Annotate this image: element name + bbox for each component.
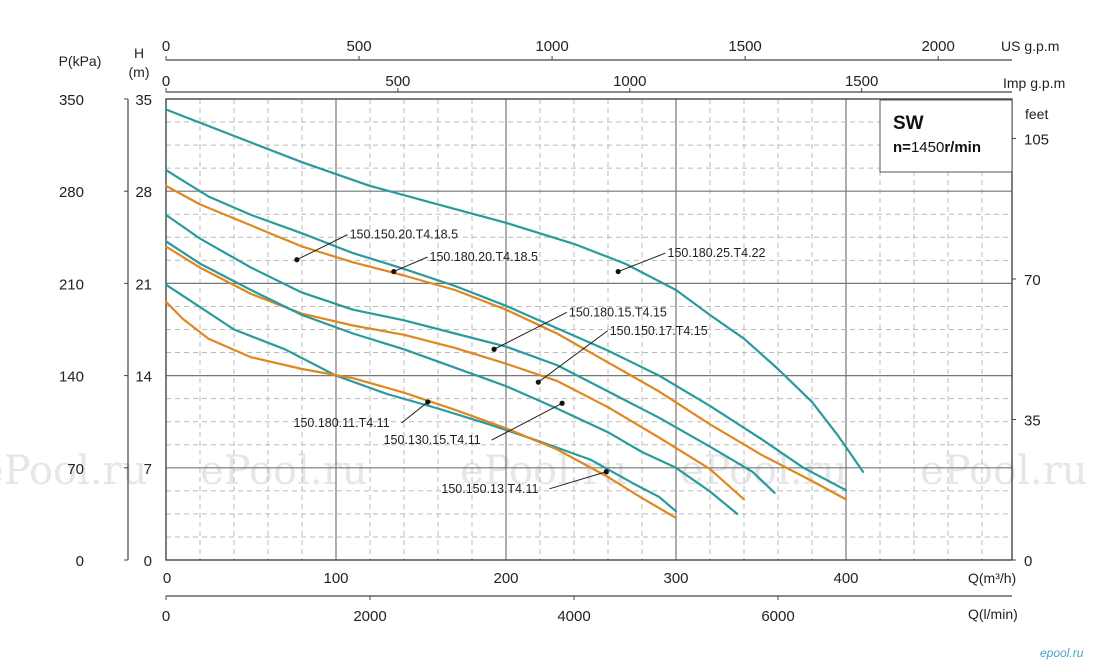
- label-dot: [391, 268, 397, 275]
- y-axis-unit: (m): [129, 64, 150, 80]
- lmin-tick-label: 0: [162, 608, 170, 625]
- y-tick-label: 35: [135, 92, 152, 109]
- usgpm-tick-label: 1000: [535, 38, 568, 55]
- axes: 0 100 200 300 400 Q(m³/h) 0 2000 4000 6000 Q(l/min…: [59, 38, 1066, 625]
- feet-tick-label: 35: [1024, 412, 1041, 429]
- kpa-tick-label: 70: [67, 461, 84, 478]
- label-leader: [296, 234, 348, 261]
- kpa-tick-label: 350: [59, 92, 84, 109]
- label-dot: [603, 469, 609, 475]
- watermark-small: epool.ru: [1040, 646, 1084, 660]
- usgpm-axis-label: US g.p.m: [1001, 38, 1059, 54]
- usgpm-tick-label: 0: [162, 38, 170, 55]
- y-tick-label: 7: [144, 461, 152, 478]
- y-tick-label: 21: [135, 276, 152, 293]
- watermarks: ePool.ru ePool.ru ePool.ru ePool.ru ePoo…: [0, 448, 1088, 660]
- curve-150.180.25.T4.22: [164, 108, 865, 473]
- label-leader: [401, 401, 429, 424]
- impgpm-tick-label: 500: [385, 73, 410, 90]
- feet-axis-label: feet: [1025, 106, 1048, 122]
- curve-150.150.13.T4.11: [164, 300, 678, 519]
- curve-150.180.15.T4.15: [164, 213, 776, 494]
- feet-tick-label: 0: [1024, 553, 1032, 570]
- watermark: ePool.ru: [0, 448, 148, 494]
- y-tick-label: 0: [144, 553, 152, 570]
- label-dot: [535, 379, 541, 385]
- label-leader: [493, 311, 568, 350]
- label-leader: [393, 256, 428, 273]
- impgpm-tick-label: 1500: [845, 73, 878, 90]
- kpa-tick-label: 210: [59, 276, 84, 293]
- lmin-tick-label: 2000: [353, 608, 386, 625]
- x-tick-label: 100: [323, 570, 348, 587]
- y-tick-label: 28: [135, 184, 152, 201]
- feet-tick-label: 70: [1024, 272, 1041, 289]
- kpa-tick-label: 280: [59, 184, 84, 201]
- x-tick-label: 300: [663, 570, 688, 587]
- label-dot: [559, 400, 565, 406]
- label-leader: [549, 471, 607, 490]
- watermark: ePool.ru: [920, 448, 1088, 494]
- curve-label: 150.180.25.T4.22: [668, 246, 766, 260]
- kpa-tick-label: 0: [76, 553, 84, 570]
- curve-150.130.15.T4.11: [164, 240, 739, 515]
- x-tick-label: 200: [493, 570, 518, 587]
- curve-label: 150.150.13.T4.11: [441, 482, 538, 496]
- plot-frame: [165, 98, 1013, 561]
- lmin-axis-label: Q(l/min): [968, 606, 1018, 622]
- label-leader: [491, 402, 563, 441]
- info-box-speed: n=1450r/min: [893, 139, 981, 156]
- curve-label: 150.130.15.T4.11: [384, 433, 481, 447]
- watermark: ePool.ru: [460, 448, 628, 494]
- feet-tick-label: 105: [1024, 131, 1049, 148]
- curve-label: 150.180.15.T4.15: [569, 305, 667, 319]
- curve-labels: 150.180.25.T4.22 150.180.20.T4.18.5 150.15…: [294, 228, 766, 496]
- label-dot: [615, 268, 621, 275]
- label-dot: [491, 346, 497, 352]
- y-tick-label: 14: [135, 369, 152, 386]
- label-leader: [538, 330, 608, 383]
- impgpm-axis-label: Imp g.p.m: [1003, 75, 1065, 91]
- label-leader: [618, 252, 666, 273]
- label-dot: [425, 399, 431, 405]
- watermark: ePool.ru: [200, 448, 368, 494]
- info-box-title: SW: [893, 113, 924, 134]
- usgpm-tick-label: 1500: [728, 38, 761, 55]
- x-axis-label: Q(m³/h): [968, 570, 1016, 586]
- curves: [164, 108, 865, 519]
- impgpm-tick-label: 1000: [613, 73, 646, 90]
- curve-150.180.11.T4.11: [164, 283, 678, 513]
- info-box: SW n=1450r/min: [879, 99, 1013, 173]
- grid: [165, 98, 1013, 561]
- usgpm-tick-label: 2000: [921, 38, 954, 55]
- info-box-frame: [879, 99, 1013, 173]
- curve-150.150.20.T4.18.5: [164, 184, 848, 501]
- curve-label: 150.150.20.T4.18.5: [350, 228, 458, 242]
- lmin-tick-label: 4000: [557, 608, 590, 625]
- curve-label: 150.180.20.T4.18.5: [430, 250, 538, 264]
- kpa-tick-label: 140: [59, 369, 84, 386]
- kpa-axis-label: P(kPa): [59, 53, 102, 69]
- y-axis-label: H: [134, 45, 144, 61]
- curve-150.150.17.T4.15: [164, 245, 746, 501]
- curve-150.180.20.T4.18.5: [164, 169, 848, 492]
- curve-label: 150.150.17.T4.15: [610, 324, 708, 338]
- impgpm-tick-label: 0: [162, 73, 170, 90]
- lmin-tick-label: 6000: [761, 608, 794, 625]
- label-dot: [294, 257, 300, 263]
- x-tick-label: 400: [833, 570, 858, 587]
- usgpm-tick-label: 500: [347, 38, 372, 55]
- curve-label: 150.180.11.T4.11: [294, 416, 390, 430]
- x-tick-label: 0: [163, 570, 171, 587]
